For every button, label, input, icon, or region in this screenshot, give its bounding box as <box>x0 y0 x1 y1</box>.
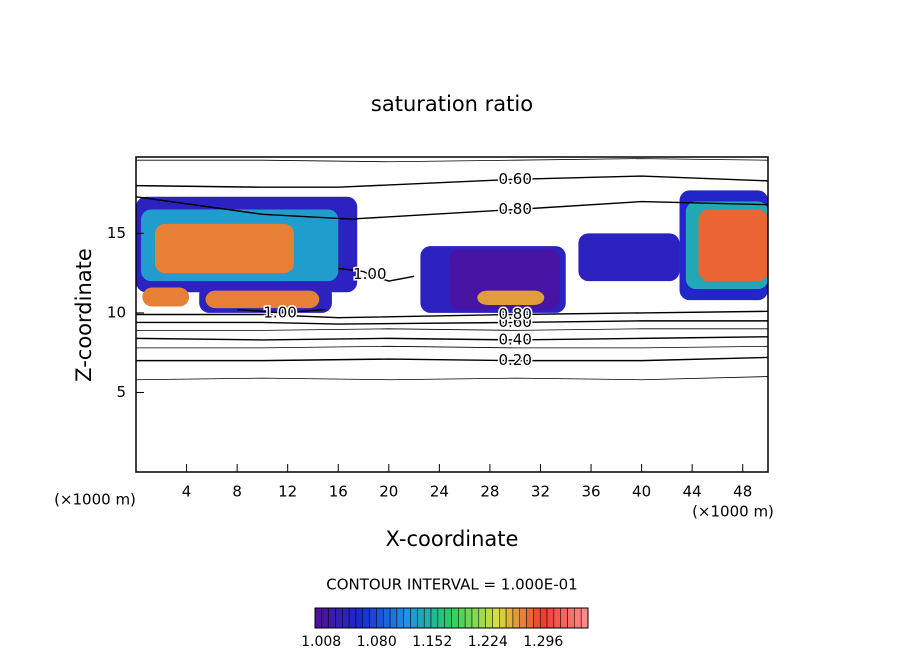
x-tick-label: 24 <box>430 483 449 501</box>
colorbar-cell <box>505 607 514 629</box>
contour-label: 0.40 <box>498 330 531 348</box>
colorbar-cell <box>471 607 480 629</box>
colorbar-cell <box>383 607 391 629</box>
colorbar-cell <box>423 607 432 629</box>
colorbar-cell <box>355 607 364 629</box>
x-unit: (×1000 m) <box>692 503 774 521</box>
colorbar-cell <box>369 607 377 629</box>
field-patch <box>205 290 320 309</box>
x-tick-label: 4 <box>182 483 192 501</box>
colorbar-cell <box>574 607 582 629</box>
colorbar-cell <box>464 607 473 629</box>
x-tick-label: 28 <box>480 483 499 501</box>
contour-line <box>136 356 768 362</box>
contour-line <box>136 328 768 331</box>
contour-line <box>136 320 768 325</box>
contour-label: 0.60 <box>498 170 531 188</box>
chart-title: saturation ratio <box>371 92 533 116</box>
colorbar-cell <box>553 607 561 629</box>
contour-label: 0.60 <box>498 313 531 331</box>
colorbar-frame <box>314 607 589 629</box>
colorbar-cell <box>437 607 445 629</box>
x-tick-label: 32 <box>531 483 550 501</box>
y-axis-label: Z-coordinate <box>72 248 96 382</box>
contour-line <box>136 310 768 319</box>
contour-line <box>136 336 768 341</box>
colorbar-label: 1.008 <box>301 634 341 650</box>
x-tick-label: 16 <box>329 483 348 501</box>
field-patch <box>477 290 545 305</box>
contour-interval: CONTOUR INTERVAL = 1.000E-01 <box>326 576 577 594</box>
colorbar-cell <box>533 607 541 629</box>
x-tick-label: 12 <box>278 483 297 501</box>
colorbar-cell <box>478 607 486 629</box>
colorbar-cell <box>389 607 398 629</box>
colorbar-cell <box>485 607 493 629</box>
colorbar-cell <box>499 607 507 629</box>
colorbar-cell <box>492 607 500 629</box>
colorbar-cell <box>444 607 452 629</box>
colorbar-cell <box>348 607 357 629</box>
colorbar-cell <box>376 607 384 629</box>
x-tick-label: 44 <box>683 483 702 501</box>
x-tick-label: 36 <box>581 483 600 501</box>
contour-label: 1.00 <box>353 265 386 283</box>
colorbar-cell <box>519 607 527 629</box>
y-tick-label: 5 <box>116 383 126 401</box>
plot-frame <box>135 156 769 473</box>
field-patch <box>578 233 680 282</box>
colorbar-cell <box>335 607 343 629</box>
colorbar-cell <box>580 607 589 629</box>
colorbar-cell <box>328 607 336 629</box>
contour-line <box>136 175 768 188</box>
contour-line <box>136 158 768 163</box>
colorbar-cell <box>560 607 568 629</box>
colorbar-cell <box>512 607 520 629</box>
field-patch <box>142 287 190 307</box>
colorbar-cell <box>314 607 323 629</box>
contour-label: 1.00 <box>263 303 296 321</box>
contour-line <box>237 309 326 314</box>
y-tick-label: 10 <box>107 303 126 321</box>
colorbar-label: 1.152 <box>412 634 452 650</box>
colorbar-label: 1.224 <box>468 634 508 650</box>
field-patch <box>698 209 768 282</box>
contour-line <box>136 376 768 381</box>
contour-label: 0.80 <box>498 305 531 323</box>
colorbar-label: 1.080 <box>357 634 397 650</box>
colorbar-cell <box>567 607 575 629</box>
y-unit: (×1000 m) <box>54 491 136 509</box>
y-tick-label: 15 <box>107 224 126 242</box>
colorbar-cell <box>430 607 439 629</box>
field-patch <box>154 223 294 274</box>
x-axis-label: X-coordinate <box>386 527 519 551</box>
contour-label: 0.80 <box>498 200 531 218</box>
contour-line <box>338 267 415 282</box>
x-tick-label: 48 <box>733 483 752 501</box>
colorbar-cell <box>458 607 466 629</box>
contour-line <box>136 345 768 349</box>
colorbar-cell <box>396 607 404 629</box>
x-tick-label: 20 <box>379 483 398 501</box>
colorbar-cell <box>526 607 534 629</box>
contour-label: 0.20 <box>498 351 531 369</box>
x-tick-label: 40 <box>632 483 651 501</box>
colorbar-cell <box>539 607 548 629</box>
colorbar-cell <box>321 607 329 629</box>
colorbar-cell <box>451 607 459 629</box>
colorbar-cell <box>342 607 350 629</box>
colorbar-label: 1.296 <box>523 634 563 650</box>
colorbar-cell <box>546 607 555 629</box>
colorbar-cell <box>403 607 411 629</box>
contour-line <box>136 196 768 220</box>
colorbar-cell <box>417 607 425 629</box>
x-tick-label: 8 <box>232 483 242 501</box>
plot-area: 0.200.400.600.801.001.000.600.80 <box>136 158 768 381</box>
colorbar-cell <box>410 607 418 629</box>
colorbar-cell <box>362 607 370 629</box>
